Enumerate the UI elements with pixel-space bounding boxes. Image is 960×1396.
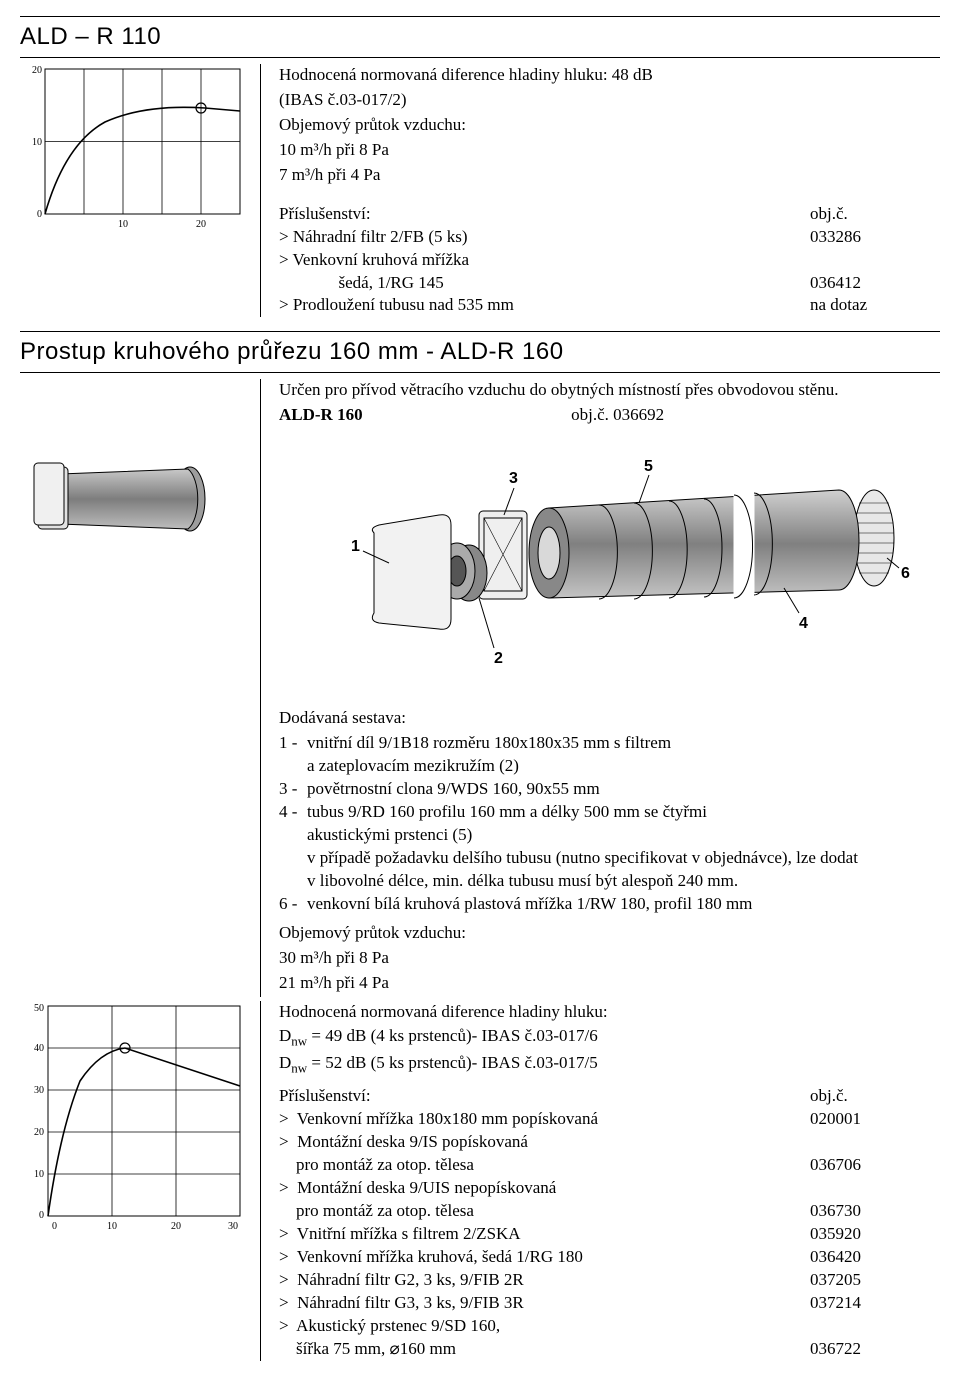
svg-text:0: 0 xyxy=(39,1210,44,1221)
svg-text:0: 0 xyxy=(52,1221,57,1232)
acc-code xyxy=(810,1131,940,1154)
acc-code: 036706 xyxy=(810,1154,940,1177)
acc-code xyxy=(810,1177,940,1200)
acc-heading-left: Příslušenství: xyxy=(279,203,790,226)
supply-heading: Dodávaná sestava: xyxy=(279,707,940,730)
acc-row: > Venkovní mřížka 180x180 mm popískovaná xyxy=(279,1108,790,1131)
acc-row: > Prodloužení tubusu nad 535 mm xyxy=(279,294,790,317)
product-illustration-assembled xyxy=(20,439,220,569)
svg-text:30: 30 xyxy=(34,1085,44,1096)
svg-text:10: 10 xyxy=(118,219,128,230)
acc-code: 020001 xyxy=(810,1108,940,1131)
chart-ald-r160: 50 40 30 20 10 0 0 10 20 30 xyxy=(20,1001,245,1236)
ibas-ref: (IBAS č.03-017/2) xyxy=(279,89,940,112)
svg-text:40: 40 xyxy=(34,1043,44,1054)
acc-heading-left: Příslušenství: xyxy=(279,1085,790,1108)
svg-text:0: 0 xyxy=(37,209,42,220)
noise-rating: Hodnocená normovaná diference hladiny hl… xyxy=(279,64,940,87)
acc-code: 037205 xyxy=(810,1269,940,1292)
accessories-table-2: Příslušenství: obj.č. > Venkovní mřížka … xyxy=(279,1085,940,1360)
noise-line-2: Dnw = 52 dB (5 ks prstenců)- IBAS č.03-0… xyxy=(279,1052,940,1077)
svg-text:20: 20 xyxy=(171,1221,181,1232)
svg-text:20: 20 xyxy=(34,1127,44,1138)
noise-line-1: Dnw = 49 dB (4 ks prstenců)- IBAS č.03-0… xyxy=(279,1025,940,1050)
acc-row: pro montáž za otop. tělesa xyxy=(279,1200,790,1223)
acc-code: 035920 xyxy=(810,1223,940,1246)
svg-text:20: 20 xyxy=(32,65,42,76)
acc-code: 036420 xyxy=(810,1246,940,1269)
acc-row: > Náhradní filtr 2/FB (5 ks) xyxy=(279,226,790,249)
intro-text: Určen pro přívod větracího vzduchu do ob… xyxy=(279,379,940,402)
svg-text:10: 10 xyxy=(107,1221,117,1232)
acc-code xyxy=(810,249,940,272)
acc-row: > Náhradní filtr G2, 3 ks, 9/FIB 2R xyxy=(279,1269,790,1292)
acc-code: 037214 xyxy=(810,1292,940,1315)
model-obj: obj.č. 036692 xyxy=(571,405,664,424)
svg-text:2: 2 xyxy=(494,650,503,667)
flow-1: 30 m³/h při 8 Pa xyxy=(279,947,940,970)
svg-text:10: 10 xyxy=(32,137,42,148)
svg-text:1: 1 xyxy=(351,538,360,555)
acc-row: > Montážní deska 9/UIS nepopískovaná xyxy=(279,1177,790,1200)
flow-value-2: 7 m³/h při 4 Pa xyxy=(279,164,940,187)
flow-heading: Objemový průtok vzduchu: xyxy=(279,114,940,137)
svg-text:5: 5 xyxy=(644,458,653,475)
supply-list: 1 -vnitřní díl 9/1B18 rozměru 180x180x35… xyxy=(279,732,940,916)
acc-heading-right: obj.č. xyxy=(810,203,940,226)
noise-heading: Hodnocená normovaná diference hladiny hl… xyxy=(279,1001,940,1024)
acc-row: šedá, 1/RG 145 xyxy=(279,272,790,295)
accessories-table-1: Příslušenství: obj.č. > Náhradní filtr 2… xyxy=(279,203,940,318)
svg-text:3: 3 xyxy=(509,470,518,487)
acc-code: na dotaz xyxy=(810,294,940,317)
svg-text:50: 50 xyxy=(34,1003,44,1014)
acc-row: > Venkovní mřížka kruhová, šedá 1/RG 180 xyxy=(279,1246,790,1269)
acc-code xyxy=(810,1315,940,1338)
flow-2: 21 m³/h při 4 Pa xyxy=(279,972,940,995)
svg-text:6: 6 xyxy=(901,565,910,582)
acc-code: 036412 xyxy=(810,272,940,295)
acc-code: 036722 xyxy=(810,1338,940,1361)
flow-value-1: 10 m³/h při 8 Pa xyxy=(279,139,940,162)
acc-row: šířka 75 mm, ⌀160 mm xyxy=(279,1338,790,1361)
section2-title: Prostup kruhového průřezu 160 mm - ALD-R… xyxy=(20,338,940,366)
chart-ald-r110: 20 10 0 10 20 xyxy=(20,64,245,234)
acc-code: 036730 xyxy=(810,1200,940,1223)
acc-row: > Venkovní kruhová mřížka xyxy=(279,249,790,272)
model-name: ALD-R 160 xyxy=(279,405,363,424)
acc-row: > Náhradní filtr G3, 3 ks, 9/FIB 3R xyxy=(279,1292,790,1315)
flow-heading-2: Objemový průtok vzduchu: xyxy=(279,922,940,945)
acc-row: > Vnitřní mřížka s filtrem 2/ZSKA xyxy=(279,1223,790,1246)
svg-text:20: 20 xyxy=(196,219,206,230)
acc-row: > Montážní deska 9/IS popískovaná xyxy=(279,1131,790,1154)
svg-text:30: 30 xyxy=(228,1221,238,1232)
acc-heading-right: obj.č. xyxy=(810,1085,940,1108)
acc-row: pro montáž za otop. tělesa xyxy=(279,1154,790,1177)
svg-text:10: 10 xyxy=(34,1169,44,1180)
exploded-diagram: 1 2 3 4 5 6 xyxy=(279,433,919,693)
svg-text:4: 4 xyxy=(799,615,808,632)
acc-row: > Akustický prstenec 9/SD 160, xyxy=(279,1315,790,1338)
section1-title: ALD – R 110 xyxy=(20,23,940,51)
acc-code: 033286 xyxy=(810,226,940,249)
